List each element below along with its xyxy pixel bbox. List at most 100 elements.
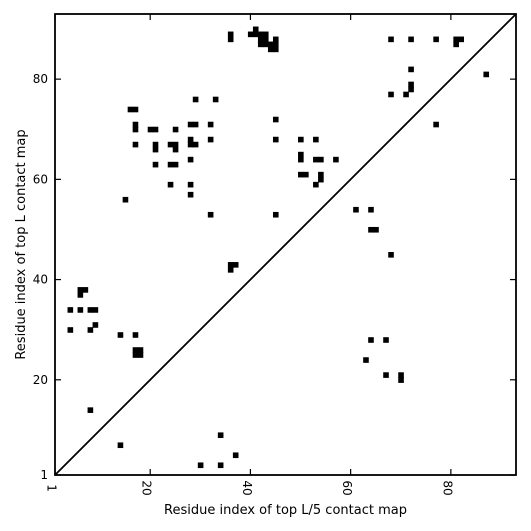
- plot-frame: [54, 13, 517, 476]
- contact-point: [257, 41, 264, 48]
- contact-point: [132, 121, 139, 128]
- contact-point: [207, 211, 214, 218]
- contact-point: [227, 262, 234, 268]
- contact-point: [197, 462, 204, 469]
- contact-point: [262, 36, 269, 43]
- contact-point: [132, 106, 139, 113]
- x-axis-title: Residue index of top L/5 contact map: [164, 503, 407, 518]
- contact-point: [67, 307, 74, 313]
- x-tick-label: 40: [240, 480, 254, 495]
- y-axis-title: Residue index of top L contact map: [14, 129, 29, 359]
- contact-point: [383, 337, 389, 343]
- contact-point: [217, 432, 224, 439]
- contact-point: [92, 322, 99, 328]
- x-tick-label: 80: [440, 480, 454, 495]
- contact-point: [408, 81, 414, 88]
- contact-point: [388, 252, 394, 258]
- contact-point: [318, 176, 324, 183]
- contact-point: [82, 287, 89, 293]
- contact-point: [187, 141, 194, 148]
- x-tick-labels: 1 20 40 60 80: [45, 480, 455, 495]
- contact-point: [192, 96, 199, 103]
- upper-triangle-points: [122, 26, 490, 273]
- contact-point: [272, 211, 279, 218]
- contact-point: [252, 26, 259, 33]
- contact-point: [388, 36, 394, 43]
- contact-point: [232, 452, 239, 459]
- contact-point: [172, 141, 179, 148]
- contact-point: [408, 86, 414, 93]
- contact-point: [383, 372, 389, 378]
- contact-point: [117, 442, 124, 449]
- contact-point: [368, 226, 374, 233]
- contact-point: [272, 36, 279, 43]
- contact-point: [298, 136, 304, 143]
- contact-point: [132, 141, 139, 148]
- contact-point: [117, 332, 124, 338]
- contact-point: [172, 126, 179, 133]
- contact-point: [298, 171, 304, 178]
- contact-point: [227, 36, 234, 43]
- contact-point: [152, 141, 159, 148]
- contact-point: [187, 156, 194, 163]
- contact-point: [247, 31, 254, 38]
- y-tick-label: 20: [33, 373, 48, 387]
- contact-point: [152, 161, 159, 168]
- contact-point: [373, 226, 379, 233]
- contact-point: [152, 146, 159, 153]
- contact-point: [272, 116, 279, 123]
- axis-ticks: [54, 14, 516, 476]
- contact-point: [187, 121, 194, 128]
- x-tick-label: 60: [340, 480, 354, 495]
- lower-triangle-points: [67, 287, 404, 469]
- contact-point: [368, 206, 374, 213]
- contact-point: [122, 196, 129, 203]
- y-tick-label: 1: [40, 468, 48, 482]
- contact-point: [207, 121, 214, 128]
- x-tick-label: 20: [140, 480, 154, 495]
- contact-point: [77, 292, 84, 298]
- contact-point: [87, 407, 94, 413]
- contact-point: [272, 136, 279, 143]
- contact-point: [167, 141, 174, 148]
- contact-point: [368, 337, 374, 343]
- contact-point: [433, 121, 439, 128]
- contact-point: [272, 41, 279, 48]
- contact-point: [257, 31, 264, 38]
- contact-point: [187, 191, 194, 198]
- contact-point: [77, 287, 84, 293]
- contact-point: [87, 307, 94, 313]
- contact-point: [227, 31, 234, 38]
- contact-point: [127, 106, 134, 113]
- contact-point: [408, 66, 414, 73]
- contact-point: [483, 71, 490, 78]
- contact-point: [333, 156, 339, 163]
- y-tick-label: 80: [33, 72, 48, 86]
- contact-point: [147, 126, 154, 133]
- diagonal-line: [54, 13, 517, 476]
- contact-point: [433, 36, 439, 43]
- contact-point: [212, 96, 219, 103]
- contact-point: [192, 121, 199, 128]
- contact-point: [132, 332, 139, 338]
- contact-point: [453, 41, 459, 48]
- contact-point: [92, 307, 99, 313]
- x-tick-label: 1: [45, 484, 59, 492]
- contact-point: [388, 91, 394, 98]
- contact-point: [458, 36, 464, 43]
- contact-point: [167, 181, 174, 188]
- contact-point: [187, 136, 194, 143]
- contact-point: [408, 36, 414, 43]
- contact-point: [132, 347, 139, 353]
- contact-point: [318, 171, 324, 178]
- contact-point: [167, 161, 174, 168]
- contact-point: [272, 46, 279, 53]
- contact-point: [313, 181, 319, 188]
- contact-point: [217, 462, 224, 469]
- contact-point: [67, 327, 74, 333]
- contact-point: [313, 136, 319, 143]
- contact-point: [207, 136, 214, 143]
- contact-point: [313, 156, 319, 163]
- contact-point: [267, 46, 274, 53]
